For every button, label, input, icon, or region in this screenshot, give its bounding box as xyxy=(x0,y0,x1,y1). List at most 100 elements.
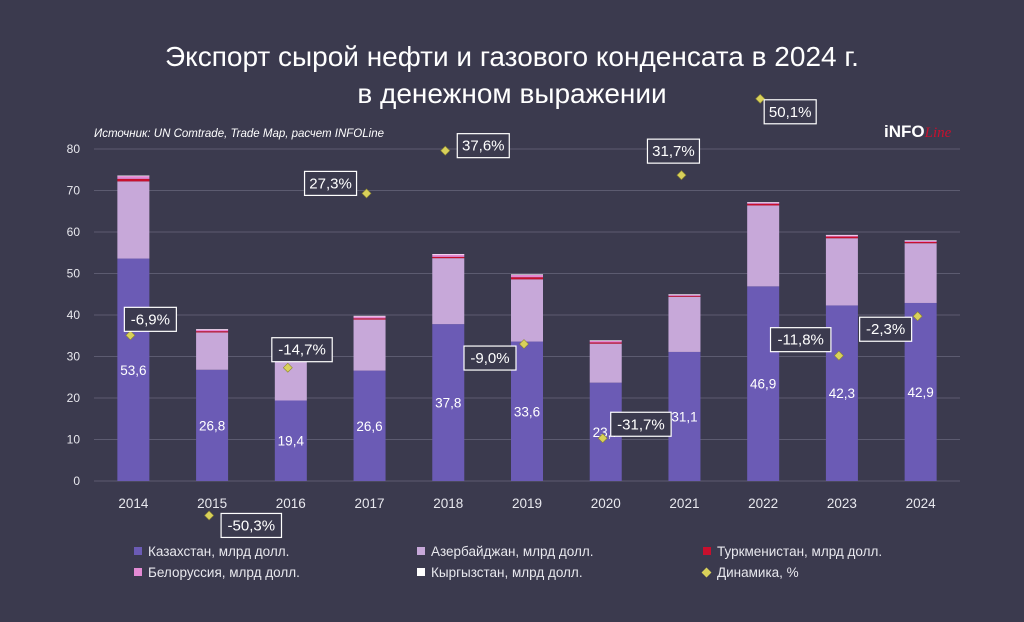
bar-segment-2018-series-3 xyxy=(432,254,465,257)
bar-segment-2018-series-1 xyxy=(432,258,465,325)
y-tick-label-70: 70 xyxy=(67,184,81,198)
y-tick-label-40: 40 xyxy=(67,308,81,322)
dynamics-label-box-2021 xyxy=(646,138,701,164)
bar-segment-2015-series-1 xyxy=(196,332,229,370)
legend-item-turkmenistan: Туркменистан, млрд долл. xyxy=(703,544,882,559)
dynamics-label-2018: 37,6% xyxy=(462,138,505,155)
bar-segment-2024-series-3 xyxy=(904,240,937,242)
legend-diamond-dynamics xyxy=(701,567,712,578)
bar-segment-2019-series-2 xyxy=(511,277,543,280)
data-label-kazakhstan-2014: 53,6 xyxy=(120,363,146,378)
bar-segment-2022-series-1 xyxy=(747,205,780,287)
bar-segment-2024-series-2 xyxy=(904,241,937,244)
dynamics-label-2015: -50,3% xyxy=(228,517,276,534)
chart-title: Экспорт сырой нефти и газового конденсат… xyxy=(0,38,1024,112)
logo-main-text: iNFO xyxy=(884,122,925,141)
logo-script-text: Line xyxy=(924,125,952,141)
dynamics-label-box-2022 xyxy=(763,99,817,125)
legend-label-azerbaijan: Азербайджан, млрд долл. xyxy=(431,544,594,559)
y-tick-label-0: 0 xyxy=(73,474,80,488)
y-tick-label-50: 50 xyxy=(67,267,81,281)
dynamics-label-box-2019 xyxy=(463,345,517,371)
dynamics-marker-2019 xyxy=(519,339,529,349)
bar-segment-2015-series-2 xyxy=(196,331,229,333)
bar-segment-2024-series-4 xyxy=(904,240,937,241)
bar-segment-2018-series-2 xyxy=(432,256,465,259)
dynamics-label-box-2024 xyxy=(859,316,913,342)
dynamics-label-2019: -9,0% xyxy=(470,350,509,367)
bar-segment-2019-series-4 xyxy=(511,274,543,275)
legend-item-kyrgyzstan: Кыргызстан, млрд долл. xyxy=(417,565,583,580)
bar-segment-2017-series-2 xyxy=(353,318,386,320)
bar-segment-2022-series-3 xyxy=(747,202,780,204)
dynamics-marker-2023 xyxy=(833,350,844,361)
bar-segment-2017-series-4 xyxy=(353,315,386,317)
data-label-kazakhstan-2022: 46,9 xyxy=(750,377,776,392)
x-tick-label-2016: 2016 xyxy=(276,496,306,511)
dynamics-label-box-2016 xyxy=(271,337,333,363)
dynamics-label-box-2020 xyxy=(610,411,672,437)
bar-segment-2020-series-2 xyxy=(589,342,622,344)
legend-swatch-turkmenistan xyxy=(703,547,711,555)
data-label-kazakhstan-2024: 42,9 xyxy=(907,385,933,400)
bar-segment-2022-series-0 xyxy=(747,286,780,481)
legend-swatch-kazakhstan xyxy=(134,547,142,555)
y-tick-label-80: 80 xyxy=(67,142,81,156)
legend-label-kazakhstan: Казахстан, млрд долл. xyxy=(148,544,290,559)
dynamics-marker-2024 xyxy=(912,311,923,322)
bar-segment-2024-series-1 xyxy=(904,243,937,303)
dynamics-label-2016: -14,7% xyxy=(278,342,326,359)
bar-segment-2014-series-3 xyxy=(117,175,150,179)
bar-segment-2016-series-1 xyxy=(274,357,307,401)
data-label-kazakhstan-2021: 31,1 xyxy=(671,409,697,424)
bar-segment-2021-series-2 xyxy=(668,295,701,297)
bar-segment-2021-series-0 xyxy=(668,351,701,481)
bar-segment-2017-series-1 xyxy=(353,319,386,371)
data-label-kazakhstan-2017: 26,6 xyxy=(356,419,382,434)
bar-segment-2020-series-4 xyxy=(589,340,622,341)
legend-item-kazakhstan: Казахстан, млрд долл. xyxy=(134,544,289,559)
x-tick-label-2020: 2020 xyxy=(591,496,621,511)
data-label-kazakhstan-2018: 37,8 xyxy=(435,396,461,411)
bar-segment-2014-series-4 xyxy=(117,175,150,177)
bar-segment-2017-series-3 xyxy=(353,316,386,319)
dynamics-label-2021: 31,7% xyxy=(652,143,695,160)
dynamics-label-box-2014 xyxy=(123,306,177,332)
x-tick-label-2022: 2022 xyxy=(748,496,778,511)
bar-segment-2021-series-4 xyxy=(668,294,701,295)
dynamics-marker-2014 xyxy=(125,330,136,341)
chart-title-line-1: Экспорт сырой нефти и газового конденсат… xyxy=(165,41,859,72)
dynamics-label-box-2017 xyxy=(303,170,358,197)
legend-swatch-azerbaijan xyxy=(417,547,425,555)
source-note: Источник: UN Comtrade, Trade Map, расчет… xyxy=(94,128,384,140)
bar-segment-2015-series-4 xyxy=(196,329,229,330)
stacked-bar-chart: 0 10 20 30 40 50 60 70 80 53,6 2014 26,8 2015 19,4 201… xyxy=(67,93,960,539)
dynamics-label-2024: -2,3% xyxy=(866,321,905,338)
dynamics-label-2023: -11,8% xyxy=(777,332,823,349)
bar-segment-2023-series-4 xyxy=(825,234,858,236)
bar-segment-2014-series-2 xyxy=(117,178,150,182)
bar-segment-2021-series-3 xyxy=(668,294,701,296)
y-tick-label-10: 10 xyxy=(67,433,81,447)
bar-segment-2019-series-3 xyxy=(511,274,543,278)
x-tick-label-2024: 2024 xyxy=(906,496,937,511)
bar-segment-2023-series-1 xyxy=(825,238,858,306)
legend-label-kyrgyzstan: Кыргызстан, млрд долл. xyxy=(431,565,583,580)
dynamics-marker-2015 xyxy=(204,510,215,521)
bar-segment-2018-series-4 xyxy=(432,253,465,255)
dynamics-marker-2018 xyxy=(440,145,451,156)
dynamics-marker-2016 xyxy=(282,362,293,373)
bar-segment-2023-series-2 xyxy=(825,236,858,239)
x-tick-label-2021: 2021 xyxy=(669,496,699,511)
legend-label-belarus: Белоруссия, млрд долл. xyxy=(148,565,300,580)
x-tick-label-2017: 2017 xyxy=(355,496,385,511)
bar-segment-2018-series-0 xyxy=(432,324,465,481)
bar-segment-2020-series-1 xyxy=(589,343,622,383)
x-tick-label-2018: 2018 xyxy=(433,496,463,511)
x-tick-label-2019: 2019 xyxy=(512,496,542,511)
data-label-kazakhstan-2015: 26,8 xyxy=(199,418,225,433)
bar-segment-2022-series-4 xyxy=(747,202,780,203)
x-tick-label-2014: 2014 xyxy=(118,496,149,511)
legend-label-dynamics: Динамика, % xyxy=(717,565,799,580)
